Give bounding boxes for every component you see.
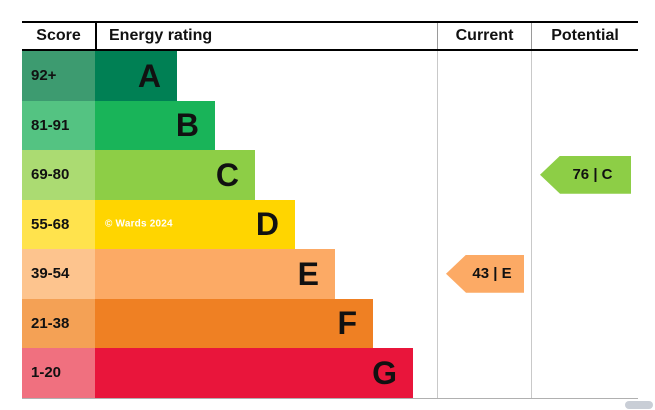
scrollbar-thumb[interactable]	[625, 401, 653, 409]
band-row-g: 1-20 G	[22, 348, 437, 398]
band-score-range: 81-91	[22, 100, 95, 150]
score-header: Score	[36, 27, 81, 44]
band-letter: E	[297, 255, 319, 292]
chart-header: Score Energy rating Current Potential	[22, 21, 638, 51]
band-bar-a: A	[95, 51, 177, 101]
band-letter: F	[337, 305, 357, 342]
epc-chart: Score Energy rating Current Potential 92…	[22, 21, 638, 399]
band-letter: G	[372, 354, 397, 391]
band-bar-f: F	[95, 298, 373, 348]
band-row-c: 69-80 C	[22, 150, 437, 200]
potential-rating-arrow: 76 | C	[540, 155, 631, 194]
band-score-range: 21-38	[22, 298, 95, 348]
current-rating-value: 43 | E	[472, 265, 512, 283]
current-header: Current	[437, 23, 531, 49]
band-bar-c: C	[95, 150, 255, 200]
current-rating-arrow: 43 | E	[446, 254, 524, 293]
band-letter: A	[137, 57, 161, 94]
watermark: © Wards 2024	[105, 218, 173, 230]
rating-bands: 92+ A 81-91 B 69-80 C	[22, 51, 437, 398]
band-score-range: 92+	[22, 51, 95, 101]
band-score-range: 55-68	[22, 199, 95, 249]
band-score-range: 69-80	[22, 150, 95, 200]
band-bar-g: G	[95, 348, 413, 398]
band-letter: B	[175, 107, 199, 144]
band-bar-e: E	[95, 249, 335, 299]
band-row-b: 81-91 B	[22, 100, 437, 150]
potential-rating-value: 76 | C	[572, 166, 613, 184]
potential-column: 76 | C	[531, 51, 638, 398]
band-row-e: 39-54 E	[22, 249, 437, 299]
band-score-range: 1-20	[22, 348, 95, 398]
band-row-d: 55-68 © Wards 2024 D	[22, 199, 437, 249]
band-letter: D	[255, 206, 279, 243]
band-row-f: 21-38 F	[22, 298, 437, 348]
energy-rating-header: Energy rating	[95, 23, 437, 49]
band-row-a: 92+ A	[22, 51, 437, 101]
band-letter: C	[215, 156, 239, 193]
band-bar-b: B	[95, 100, 215, 150]
chart-body: 92+ A 81-91 B 69-80 C	[22, 51, 638, 399]
band-score-range: 39-54	[22, 249, 95, 299]
band-bar-d: © Wards 2024 D	[95, 199, 295, 249]
potential-header: Potential	[531, 23, 638, 49]
current-column: 43 | E	[437, 51, 531, 398]
